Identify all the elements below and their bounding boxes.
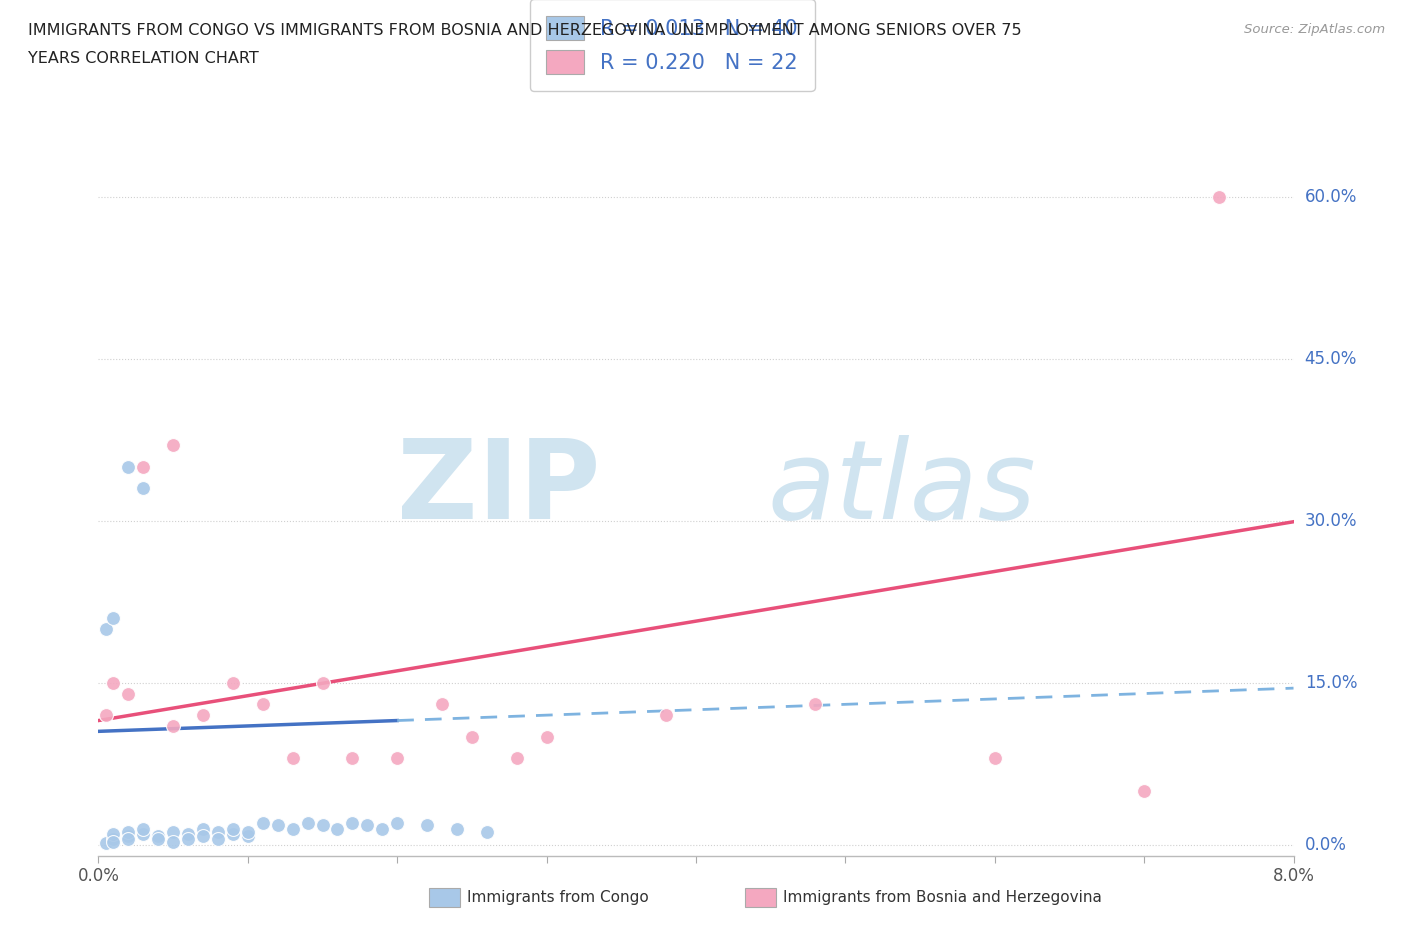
Point [252, 816, 274, 830]
Point [117, 824, 139, 839]
Point [281, 821, 304, 836]
Point [342, 816, 364, 830]
Point [536, 729, 558, 744]
Point [430, 697, 453, 711]
Point [236, 824, 259, 839]
Point [132, 821, 155, 836]
Point [1133, 783, 1156, 798]
Point [94, 621, 117, 636]
Text: 15.0%: 15.0% [1305, 673, 1357, 692]
Text: atlas: atlas [768, 434, 1036, 542]
Text: Immigrants from Congo: Immigrants from Congo [467, 890, 648, 905]
Point [222, 827, 245, 842]
Point [162, 438, 184, 453]
Point [117, 686, 139, 701]
Text: YEARS CORRELATION CHART: YEARS CORRELATION CHART [28, 51, 259, 66]
Point [311, 675, 333, 690]
Point [326, 821, 349, 836]
Point [117, 459, 139, 474]
Point [117, 832, 139, 847]
Point [385, 751, 409, 765]
Point [506, 751, 529, 765]
Text: IMMIGRANTS FROM CONGO VS IMMIGRANTS FROM BOSNIA AND HERZEGOVINA UNEMPLOYMENT AMO: IMMIGRANTS FROM CONGO VS IMMIGRANTS FROM… [28, 23, 1022, 38]
Text: ZIP: ZIP [396, 434, 600, 542]
Point [103, 827, 125, 842]
Point [117, 829, 139, 844]
Point [342, 751, 364, 765]
Point [804, 697, 827, 711]
Point [103, 832, 125, 847]
Point [311, 817, 333, 832]
Point [132, 827, 155, 842]
Point [297, 816, 319, 830]
Point [103, 834, 125, 849]
Point [162, 719, 184, 734]
Point [446, 821, 468, 836]
Point [371, 821, 394, 836]
Point [236, 829, 259, 844]
Point [207, 832, 229, 847]
Point [475, 824, 498, 839]
Point [222, 675, 245, 690]
Point [148, 832, 170, 847]
Point [191, 708, 214, 723]
Point [94, 835, 117, 850]
Point [984, 751, 1007, 765]
Point [252, 697, 274, 711]
Text: 60.0%: 60.0% [1305, 188, 1357, 206]
Text: Source: ZipAtlas.com: Source: ZipAtlas.com [1244, 23, 1385, 36]
Point [1208, 189, 1230, 204]
Point [103, 610, 125, 625]
Point [267, 817, 290, 832]
Point [162, 824, 184, 839]
Point [222, 821, 245, 836]
Text: 45.0%: 45.0% [1305, 350, 1357, 367]
Legend: R = 0.013   N = 40, R = 0.220   N = 22: R = 0.013 N = 40, R = 0.220 N = 22 [530, 0, 814, 91]
Point [356, 817, 378, 832]
Point [191, 821, 214, 836]
Point [148, 829, 170, 844]
Point [207, 824, 229, 839]
Point [655, 708, 678, 723]
Point [385, 816, 409, 830]
Text: Immigrants from Bosnia and Herzegovina: Immigrants from Bosnia and Herzegovina [783, 890, 1102, 905]
Point [281, 751, 304, 765]
Point [132, 459, 155, 474]
Point [177, 827, 200, 842]
Point [416, 817, 439, 832]
Point [177, 832, 200, 847]
Point [461, 729, 484, 744]
Text: 30.0%: 30.0% [1305, 512, 1357, 530]
Point [191, 829, 214, 844]
Point [132, 481, 155, 496]
Point [162, 834, 184, 849]
Text: 0.0%: 0.0% [1305, 836, 1347, 854]
Point [94, 708, 117, 723]
Point [103, 675, 125, 690]
